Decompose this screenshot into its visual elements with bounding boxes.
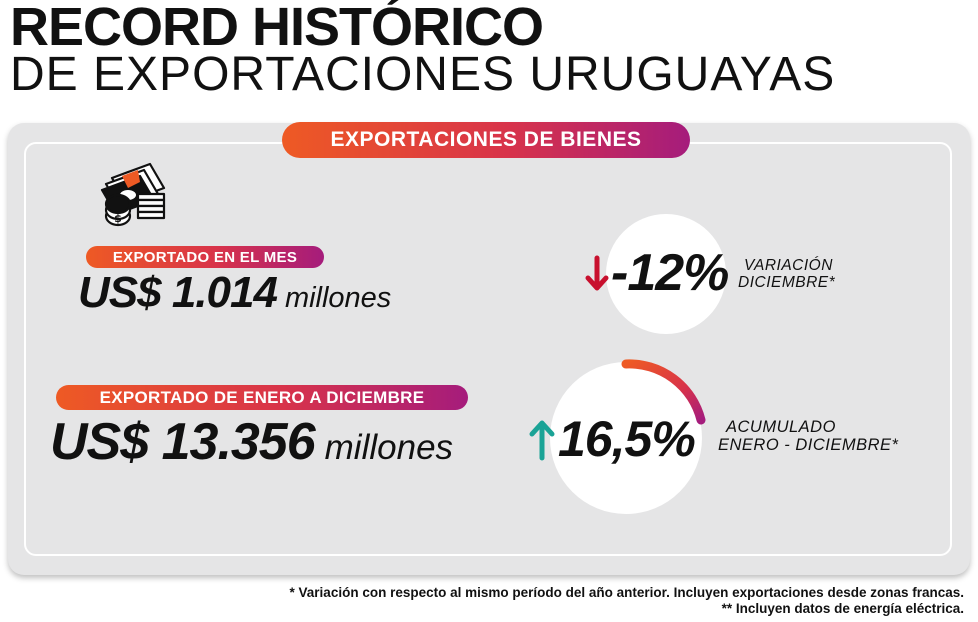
- month-variation-value: -12%: [611, 244, 729, 302]
- svg-text:$: $: [114, 212, 122, 225]
- exports-panel: [8, 123, 970, 575]
- page-title: RECORD HISTÓRICO: [10, 0, 544, 57]
- page-subtitle: DE EXPORTACIONES URUGUAYAS: [10, 48, 836, 101]
- up-arrow-icon: [529, 420, 555, 461]
- down-arrow-icon: [585, 255, 609, 291]
- month-amount-unit: millones: [284, 282, 392, 314]
- year-variation-value: 16,5%: [558, 411, 696, 467]
- year-variation-label-line1: ACUMULADO: [726, 418, 836, 436]
- month-amount-value: US$ 1.014: [78, 268, 278, 317]
- year-variation-label: ACUMULADO ENERO - DICIEMBRE*: [718, 418, 898, 454]
- section-label: EXPORTACIONES DE BIENES: [282, 122, 690, 158]
- month-variation-label: VARIACIÓN DICIEMBRE*: [738, 257, 835, 291]
- progress-arc: [621, 359, 706, 425]
- year-amount-value: US$ 13.356: [50, 413, 316, 471]
- footnote-2: ** Incluyen datos de energía eléctrica.: [721, 601, 964, 616]
- month-amount: US$ 1.014 millones: [78, 268, 391, 318]
- year-amount: US$ 13.356 millones: [50, 412, 453, 472]
- money-stack-icon: $: [100, 162, 166, 227]
- year-variation-label-line2: ENERO - DICIEMBRE*: [718, 436, 899, 454]
- month-variation-label-line2: DICIEMBRE*: [738, 274, 836, 291]
- month-variation-label-line1: VARIACIÓN: [744, 257, 833, 274]
- year-variation-circle: [550, 362, 702, 514]
- footnote-1: * Variación con respecto al mismo períod…: [289, 585, 964, 600]
- year-amount-unit: millones: [324, 428, 454, 467]
- month-label: EXPORTADO EN EL MES: [86, 246, 324, 268]
- month-variation-circle: [606, 214, 726, 334]
- year-label: EXPORTADO DE ENERO A DICIEMBRE: [56, 385, 468, 410]
